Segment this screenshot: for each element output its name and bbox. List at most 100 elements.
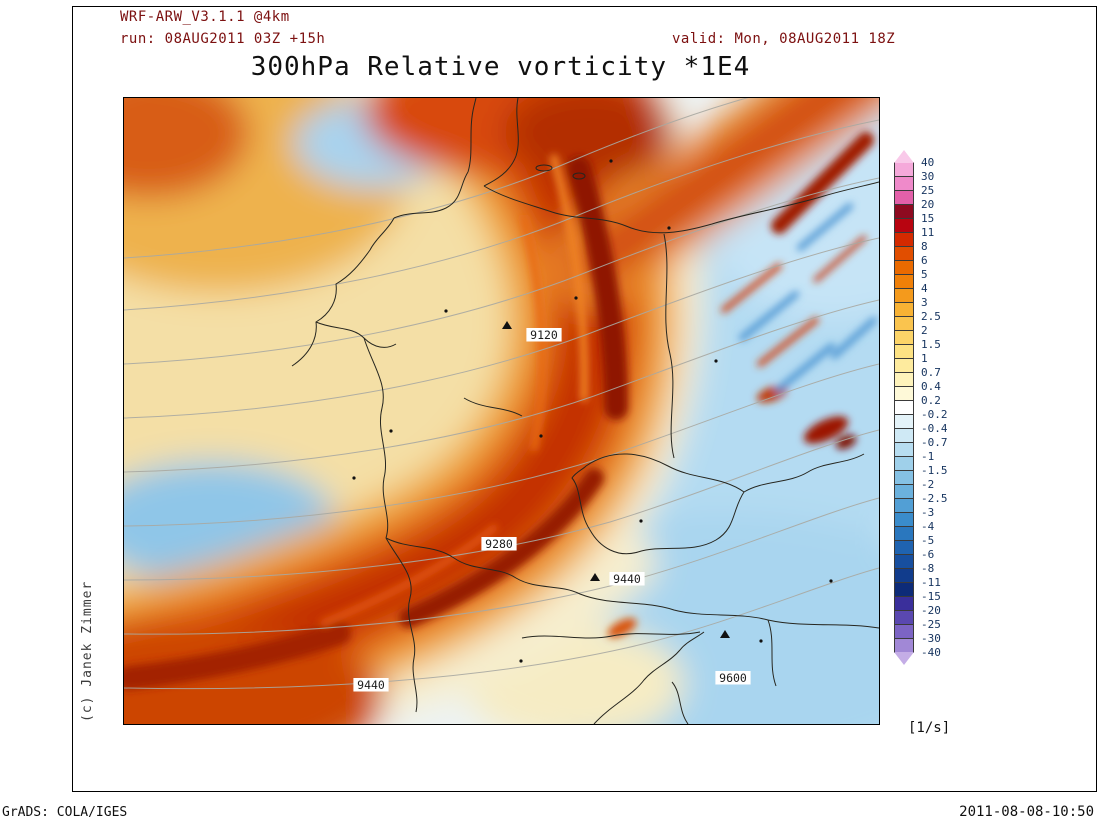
colorbar-tick-label: 4 xyxy=(921,282,928,295)
colorbar-tick-label: -5 xyxy=(921,534,935,547)
svg-text:9440: 9440 xyxy=(357,678,385,692)
colorbar-segment xyxy=(894,372,914,387)
colorbar-segment xyxy=(894,190,914,205)
colorbar-tick-label: 8 xyxy=(921,240,928,253)
plot-title: 300hPa Relative vorticity *1E4 xyxy=(250,52,751,82)
height-contours-layer xyxy=(124,98,879,690)
run-time-label: run: 08AUG2011 03Z +15h xyxy=(120,31,326,47)
colorbar-segment xyxy=(894,498,914,513)
colorbar-tick-label: -1 xyxy=(921,450,935,463)
colorbar-segment xyxy=(894,288,914,303)
colorbar-tick-label: -2.5 xyxy=(921,492,948,505)
contour-label: 9440 xyxy=(353,678,389,692)
colorbar-tick-label: -6 xyxy=(921,548,935,561)
colorbar-cap-bottom xyxy=(894,652,914,665)
colorbar-tick-label: 15 xyxy=(921,212,935,225)
colorbar-segment xyxy=(894,610,914,625)
colorbar-tick-label: 5 xyxy=(921,268,928,281)
colorbar-tick-label: 0.2 xyxy=(921,394,941,407)
colorbar-tick-label: -8 xyxy=(921,562,935,575)
svg-text:9440: 9440 xyxy=(613,572,641,586)
colorbar-segment xyxy=(894,218,914,233)
colorbar-segment xyxy=(894,442,914,457)
colorbar-segment xyxy=(894,554,914,569)
colorbar-segment xyxy=(894,428,914,443)
copyright-vertical-label: (c) Janek Zimmer xyxy=(80,580,95,722)
colorbar-segment xyxy=(894,484,914,499)
colorbar-tick-label: 3 xyxy=(921,296,928,309)
colorbar-segment xyxy=(894,260,914,275)
model-version-label: WRF-ARW_V3.1.1 @4km xyxy=(120,9,290,25)
plot-frame xyxy=(72,6,1097,792)
colorbar-segment xyxy=(894,624,914,639)
contour-label: 9280 xyxy=(481,537,517,551)
timestamp-label: 2011-08-08-10:50 xyxy=(959,804,1094,820)
colorbar-tick-label: 6 xyxy=(921,254,928,267)
colorbar-tick-label: 40 xyxy=(921,156,935,169)
colorbar-segment xyxy=(894,414,914,429)
station-markers-layer xyxy=(352,159,833,663)
colorbar-segment xyxy=(894,204,914,219)
colorbar-tick-label: -25 xyxy=(921,618,941,631)
colorbar-segment xyxy=(894,456,914,471)
contour-labels-layer: 9120 9280 9440 9440 9600 xyxy=(353,328,751,692)
colorbar-tick-label: 2 xyxy=(921,324,928,337)
colorbar-tick-label: 1 xyxy=(921,352,928,365)
colorbar-tick-label: 1.5 xyxy=(921,338,941,351)
colorbar-segment xyxy=(894,358,914,373)
colorbar-tick-label: -20 xyxy=(921,604,941,617)
colorbar-tick-label: -40 xyxy=(921,646,941,659)
colorbar: 40 30 25 20 15 11 8 6 5 4 3 2.5 2 1.5 1 0.7 0.4 0.2 -0.2 -0… xyxy=(894,150,974,680)
colorbar-tick-label: -0.2 xyxy=(921,408,948,421)
colorbar-tick-label: 0.7 xyxy=(921,366,941,379)
contour-label: 9440 xyxy=(609,572,645,586)
colorbar-tick-label: 2.5 xyxy=(921,310,941,323)
colorbar-tick-label: -11 xyxy=(921,576,941,589)
colorbar-segment xyxy=(894,316,914,331)
contour-label: 9600 xyxy=(715,671,751,685)
colorbar-tick-label: 0.4 xyxy=(921,380,941,393)
contour-label: 9120 xyxy=(526,328,562,342)
colorbar-tick-label: 25 xyxy=(921,184,935,197)
colorbar-cap-top xyxy=(894,150,914,163)
colorbar-segment xyxy=(894,526,914,541)
country-borders-layer xyxy=(291,98,879,724)
colorbar-tick-label: 30 xyxy=(921,170,935,183)
unit-label: [1/s] xyxy=(908,720,951,736)
svg-text:9280: 9280 xyxy=(485,537,513,551)
vorticity-field-svg: 9120 9280 9440 9440 9600 xyxy=(124,98,879,724)
colorbar-tick-label: -1.5 xyxy=(921,464,948,477)
colorbar-tick-label: 20 xyxy=(921,198,935,211)
colorbar-segment xyxy=(894,470,914,485)
svg-text:9120: 9120 xyxy=(530,328,558,342)
colorbar-tick-label: -0.4 xyxy=(921,422,948,435)
colorbar-tick-label: -15 xyxy=(921,590,941,603)
colorbar-tick-label: -2 xyxy=(921,478,935,491)
colorbar-segment xyxy=(894,512,914,527)
colorbar-tick-label: -4 xyxy=(921,520,935,533)
colorbar-segment xyxy=(894,540,914,555)
colorbar-segment xyxy=(894,582,914,597)
valid-time-label: valid: Mon, 08AUG2011 18Z xyxy=(672,31,896,47)
colorbar-segment xyxy=(894,274,914,289)
colorbar-segment xyxy=(894,400,914,415)
colorbar-tick-label: 11 xyxy=(921,226,935,239)
colorbar-segment xyxy=(894,232,914,247)
colorbar-segment xyxy=(894,246,914,261)
colorbar-segment xyxy=(894,162,914,177)
colorbar-segment xyxy=(894,638,914,653)
svg-text:9600: 9600 xyxy=(719,671,747,685)
colorbar-tick-label: -30 xyxy=(921,632,941,645)
colorbar-segment xyxy=(894,302,914,317)
colorbar-segment xyxy=(894,596,914,611)
colorbar-tick-label: -3 xyxy=(921,506,935,519)
grads-credit-label: GrADS: COLA/IGES xyxy=(2,805,128,820)
colorbar-segment xyxy=(894,330,914,345)
map-canvas: 9120 9280 9440 9440 9600 xyxy=(123,97,880,725)
colorbar-segment xyxy=(894,568,914,583)
colorbar-segment xyxy=(894,344,914,359)
colorbar-segment xyxy=(894,386,914,401)
colorbar-segment xyxy=(894,176,914,191)
colorbar-tick-label: -0.7 xyxy=(921,436,948,449)
